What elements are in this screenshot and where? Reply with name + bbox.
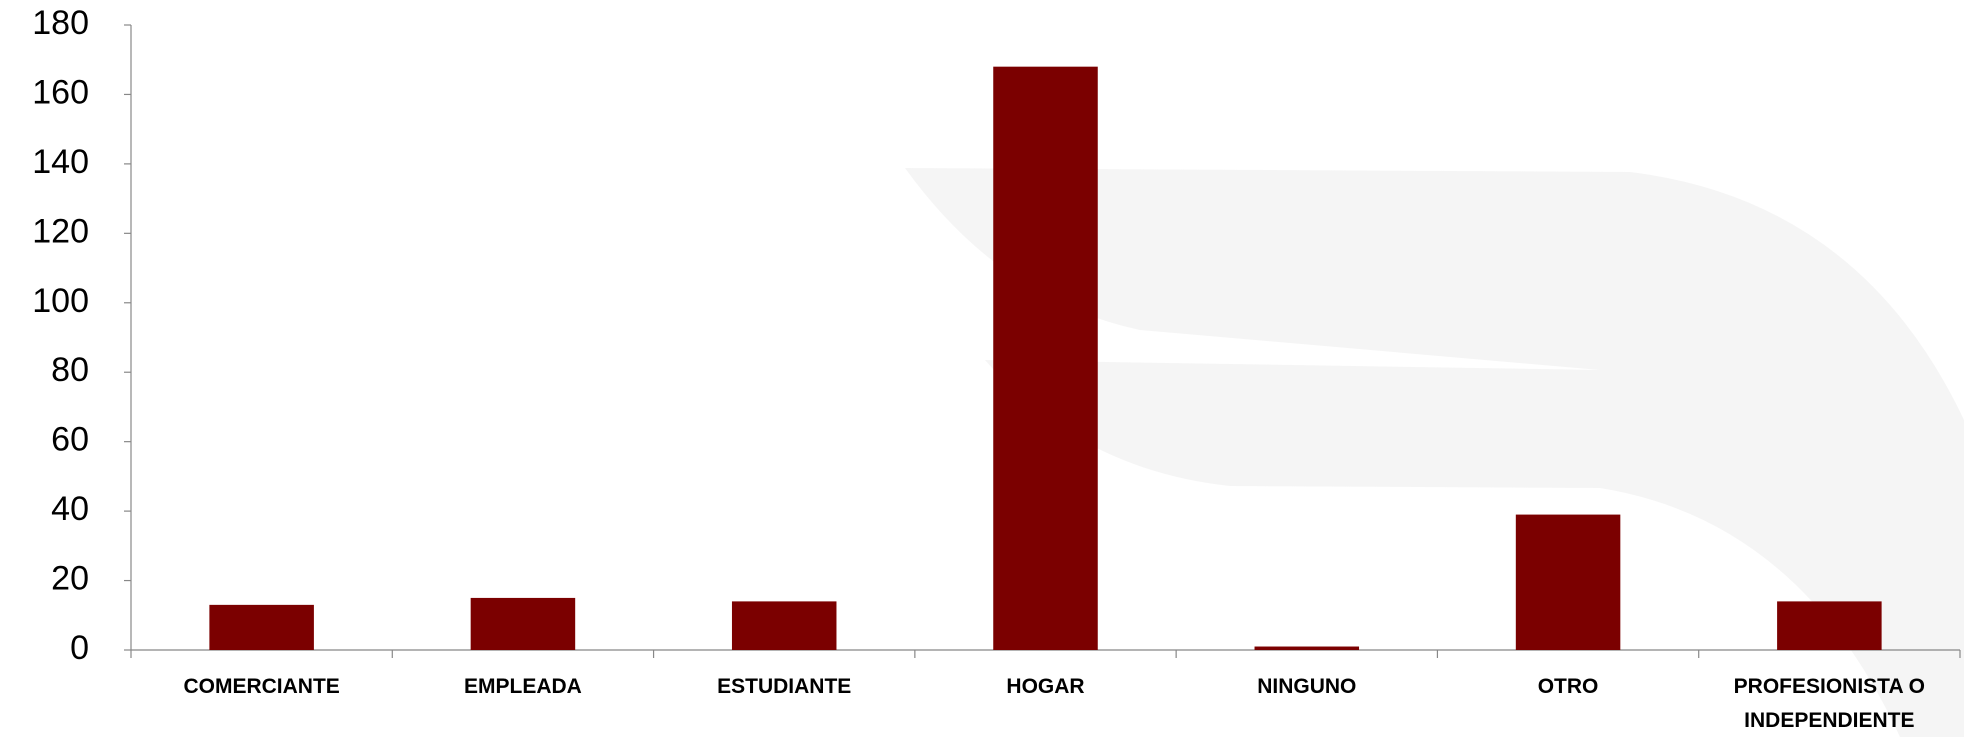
bar: [209, 604, 314, 650]
x-tick-label: ESTUDIANTE: [717, 675, 852, 698]
y-tick-label: 60: [51, 421, 89, 459]
x-tick-label: PROFESIONISTA O INDEPENDIENTE: [1733, 675, 1926, 732]
y-tick-label: 80: [51, 351, 89, 389]
y-tick-label: 0: [70, 629, 89, 667]
x-tick-label: EMPLEADA: [464, 675, 582, 698]
background-decoration: [905, 168, 1964, 737]
y-tick-label: 140: [32, 143, 89, 181]
y-tick-label: 120: [32, 212, 89, 250]
y-tick-label: 180: [32, 4, 89, 42]
bar: [470, 597, 576, 650]
bar: [1254, 646, 1360, 650]
bar: [993, 66, 1098, 650]
bar: [1777, 601, 1882, 650]
x-tick-label: OTRO: [1537, 675, 1599, 698]
y-tick-label: 40: [51, 490, 89, 528]
x-tick-label: NINGUNO: [1257, 675, 1357, 698]
y-tick-label: 160: [32, 73, 89, 111]
y-tick-label: 100: [32, 282, 89, 320]
x-tick-label: HOGAR: [1006, 675, 1085, 698]
bar: [731, 601, 837, 650]
x-tick-label: COMERCIANTE: [183, 675, 340, 698]
y-tick-label: 20: [51, 560, 89, 598]
bar: [1515, 514, 1621, 650]
